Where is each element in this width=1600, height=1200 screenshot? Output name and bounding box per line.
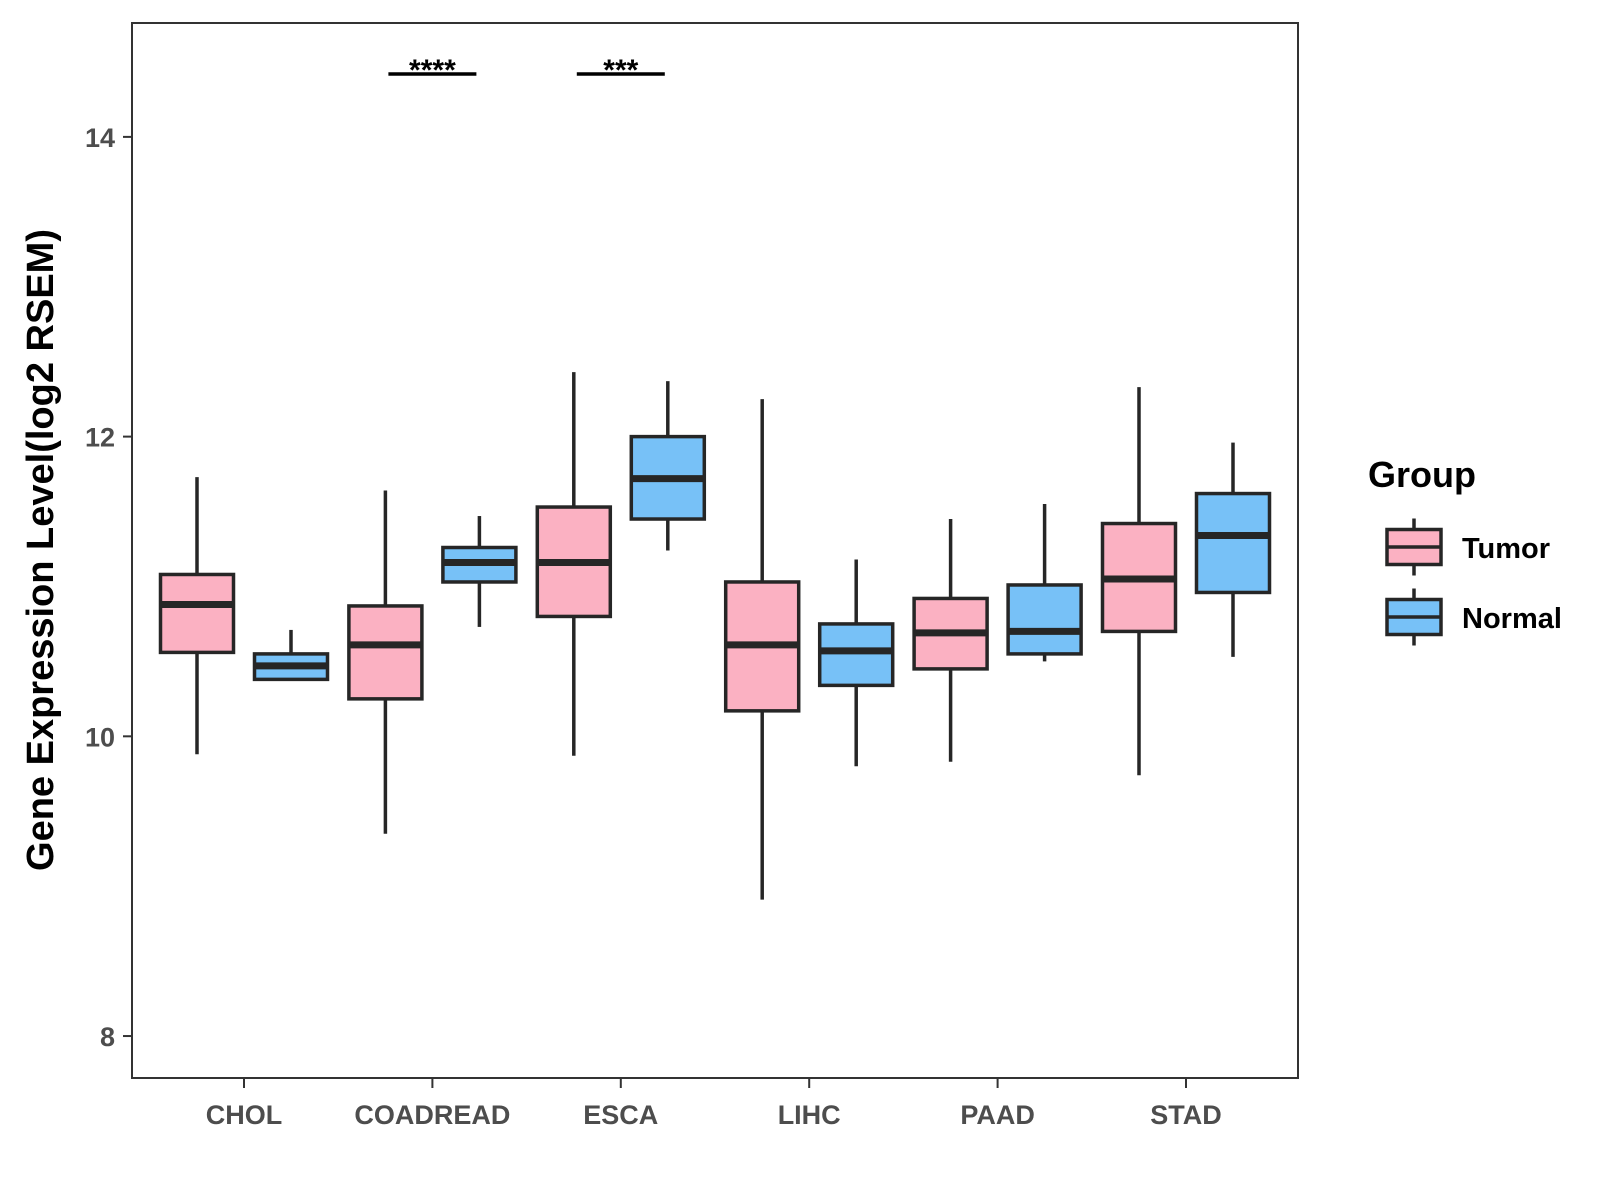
box-chol-normal (252, 629, 330, 682)
box-body-lihc-normal (817, 622, 895, 688)
x-tick-label-paad: PAAD (960, 1100, 1035, 1130)
legend-label-tumor: Tumor (1462, 533, 1550, 565)
y-tick-label-10: 10 (85, 722, 115, 752)
legend-item-normal: Normal (1385, 588, 1562, 646)
box-stad-normal (1194, 442, 1272, 657)
x-tick-label-chol: CHOL (206, 1100, 283, 1130)
y-tick-label-12: 12 (85, 423, 115, 453)
x-tick-label-stad: STAD (1150, 1100, 1222, 1130)
box-lihc-tumor (723, 399, 801, 900)
x-tick-label-esca: ESCA (583, 1100, 658, 1130)
legend-label-normal: Normal (1462, 603, 1562, 635)
box-esca-normal (629, 381, 707, 551)
box-esca-tumor (535, 372, 613, 756)
box-paad-normal (1006, 504, 1083, 662)
legend: Tumor Normal (1385, 518, 1562, 646)
box-coadread-normal (441, 516, 518, 627)
box-body-stad-normal (1194, 491, 1272, 595)
y-tick-label-14: 14 (85, 123, 115, 153)
legend-item-tumor: Tumor (1385, 518, 1550, 576)
plot-panel-border (131, 22, 1299, 1079)
significance-label-esca: *** (603, 54, 638, 87)
y-axis-title: Gene Expression Level(log2 RSEM) (20, 229, 62, 871)
x-tick-label-coadread: COADREAD (354, 1100, 510, 1130)
box-coadread-tumor (347, 490, 424, 834)
box-body-coadread-tumor (347, 604, 424, 701)
legend-title: Group (1368, 454, 1476, 495)
box-chol-tumor (158, 477, 236, 755)
box-stad-tumor (1100, 387, 1178, 776)
x-tick-label-lihc: LIHC (778, 1100, 841, 1130)
significance-label-coadread: **** (409, 54, 456, 87)
box-lihc-normal (817, 559, 895, 767)
box-paad-tumor (912, 519, 989, 762)
y-tick-label-8: 8 (100, 1022, 115, 1052)
box-body-chol-tumor (158, 572, 236, 655)
box-body-paad-normal (1006, 583, 1083, 656)
